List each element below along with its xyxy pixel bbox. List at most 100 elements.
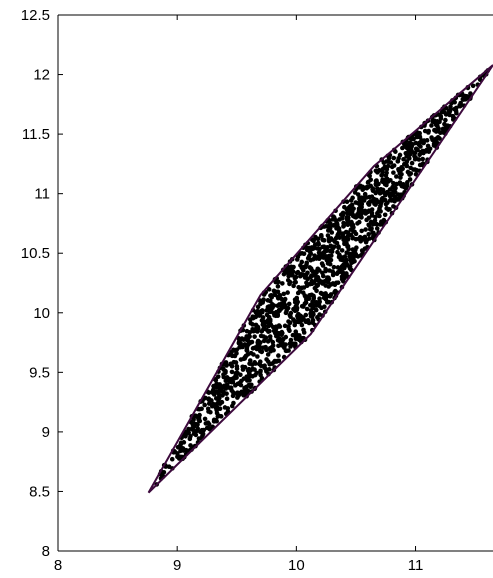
scatter-point [229, 349, 234, 355]
scatter-point [254, 370, 259, 376]
scatter-point [369, 210, 375, 216]
scatter-point [253, 361, 258, 366]
scatter-point [234, 347, 239, 353]
scatter-point [229, 363, 235, 369]
scatter-point [470, 83, 476, 89]
scatter-point [241, 376, 247, 381]
scatter-point [374, 221, 379, 227]
scatter-point [316, 250, 322, 255]
scatter-point [387, 206, 392, 212]
scatter-point [393, 149, 398, 154]
scatter-point [267, 361, 272, 367]
scatter-point [401, 156, 406, 162]
scatter-point [213, 377, 219, 383]
scatter-point [221, 372, 226, 377]
scatter-point [319, 291, 325, 297]
scatter-point [279, 329, 285, 335]
y-tick-label: 9.5 [29, 364, 50, 381]
scatter-point [400, 166, 405, 172]
scatter-point [385, 163, 391, 169]
scatter-point [338, 212, 344, 218]
scatter-point [317, 246, 322, 252]
scatter-point [178, 448, 183, 454]
scatter-point [282, 323, 288, 329]
scatter-point [324, 254, 329, 260]
scatter-point [335, 280, 341, 285]
scatter-point [259, 308, 265, 313]
scatter-point [234, 370, 240, 376]
scatter-point [312, 253, 317, 258]
scatter-point [288, 314, 293, 319]
scatter-point [357, 205, 363, 211]
scatter-point [374, 226, 380, 231]
scatter-point [266, 287, 272, 292]
scatter-point [368, 219, 374, 225]
scatter-point [252, 334, 257, 339]
scatter-point [350, 195, 355, 201]
scatter-point [224, 396, 230, 402]
scatter-point [432, 127, 437, 133]
scatter-point [357, 184, 362, 190]
scatter-point [210, 401, 216, 407]
scatter-point [276, 353, 281, 358]
scatter-point [372, 218, 378, 223]
scatter-point [292, 299, 298, 305]
scatter-point [217, 382, 222, 387]
scatter-point [234, 351, 239, 356]
scatter-point [364, 217, 369, 223]
scatter-point [286, 324, 291, 329]
scatter-point [209, 398, 214, 403]
scatter-point [404, 159, 410, 164]
scatter-point [272, 292, 278, 298]
scatter-point [412, 153, 417, 159]
scatter-point [202, 416, 208, 422]
scatter-point [186, 430, 192, 435]
scatter-point [266, 329, 271, 334]
scatter-point [277, 293, 283, 298]
scatter-point [397, 181, 403, 187]
scatter-point [310, 311, 316, 316]
scatter-point [280, 281, 285, 286]
scatter-point [304, 306, 310, 312]
scatter-point [239, 336, 245, 341]
scatter-point [396, 192, 401, 197]
scatter-point [239, 389, 244, 395]
y-tick-label: 10.5 [21, 245, 50, 262]
scatter-point [409, 160, 415, 166]
scatter-point [347, 266, 353, 271]
scatter-point [265, 352, 271, 357]
scatter-point [352, 229, 357, 235]
scatter-point [273, 309, 279, 315]
scatter-point [235, 381, 241, 387]
scatter-point [359, 208, 365, 214]
scatter-point [293, 304, 298, 309]
scatter-point [389, 198, 395, 203]
scatter-point [336, 245, 341, 251]
scatter-point [224, 375, 230, 380]
scatter-point [257, 344, 263, 350]
scatter-point [253, 322, 259, 328]
scatter-point [196, 416, 201, 422]
scatter-point [342, 240, 347, 246]
scatter-point [426, 128, 431, 134]
scatter-point [231, 400, 236, 406]
scatter-point [361, 237, 367, 242]
scatter-point [448, 106, 453, 112]
scatter-point [193, 413, 198, 418]
scatter-point [191, 417, 196, 422]
scatter-point [431, 141, 437, 147]
scatter-point [323, 266, 328, 272]
scatter-point [317, 312, 322, 317]
scatter-point [406, 170, 412, 176]
scatter-point [247, 377, 252, 383]
scatter-point [303, 312, 309, 318]
scatter-point [430, 118, 435, 124]
scatter-point [295, 269, 301, 275]
scatter-point [337, 217, 342, 222]
scatter-point [264, 312, 270, 318]
scatter-point [378, 201, 384, 207]
scatter-point [264, 357, 269, 362]
scatter-point [372, 201, 377, 207]
scatter-point [250, 346, 256, 351]
